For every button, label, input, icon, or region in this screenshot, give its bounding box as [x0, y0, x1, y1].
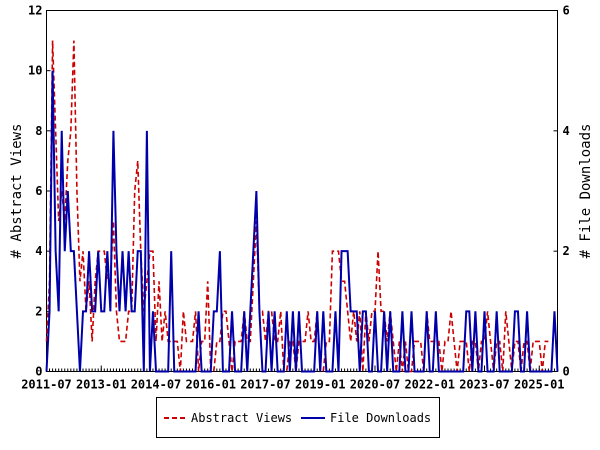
left-axis-tick-label: 10 — [28, 64, 42, 78]
x-axis-tick-label: 2025-01 — [514, 378, 565, 392]
right-axis-tick-label: 6 — [563, 4, 570, 18]
right-axis-tick-label: 0 — [563, 365, 570, 379]
left-axis-tick-label: 12 — [28, 4, 42, 18]
x-axis-tick-label: 2011-07 — [21, 378, 72, 392]
left-axis-tick-label: 2 — [35, 304, 42, 318]
left-axis-tick-label: 8 — [35, 124, 42, 138]
series-line-abstract-views — [45, 40, 549, 373]
plot-area — [46, 10, 558, 372]
x-axis-ticks: 2011-07 2013-01 2014-07 2016-01 2017-07 2019-… — [21, 365, 565, 392]
right-axis-title: # File Downloads — [578, 124, 594, 259]
legend-label-file-downloads: File Downloads — [330, 411, 431, 425]
x-axis-tick-label: 2022-01 — [404, 378, 455, 392]
left-axis-ticks: 0 2 4 6 8 10 12 — [28, 4, 51, 379]
x-axis-tick-label: 2017-07 — [240, 378, 291, 392]
x-axis-tick-label: 2016-01 — [185, 378, 236, 392]
left-axis-title: # Abstract Views — [9, 124, 25, 259]
left-axis-tick-label: 0 — [35, 365, 42, 379]
legend-label-abstract-views: Abstract Views — [191, 411, 292, 425]
x-axis-tick-label: 2014-07 — [131, 378, 182, 392]
series-line-file-downloads — [45, 70, 559, 373]
x-axis-tick-label: 2020-07 — [350, 378, 401, 392]
legend: Abstract Views File Downloads — [156, 397, 440, 438]
series-layer — [45, 40, 559, 373]
x-axis-tick-label: 2019-01 — [295, 378, 346, 392]
x-axis-tick-label: 2023-07 — [459, 378, 510, 392]
left-axis-tick-label: 4 — [35, 244, 42, 258]
x-axis-tick-label: 2013-01 — [76, 378, 127, 392]
legend-box — [156, 397, 440, 438]
right-axis-tick-label: 4 — [563, 124, 570, 138]
left-axis-tick-label: 6 — [35, 184, 42, 198]
right-axis-tick-label: 2 — [563, 244, 570, 258]
